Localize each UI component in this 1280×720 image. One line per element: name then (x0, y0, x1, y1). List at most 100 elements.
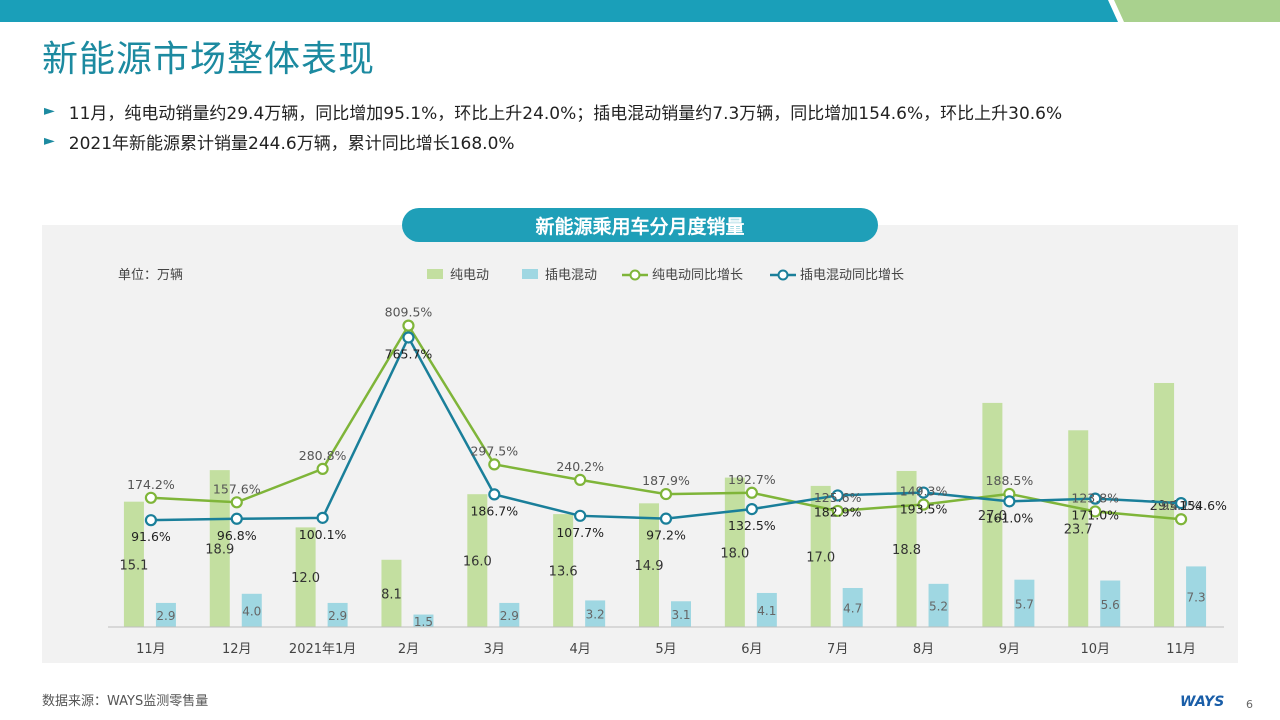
bev-growth-label: 297.5% (470, 443, 518, 458)
x-tick-label: 7月 (827, 642, 848, 657)
x-tick-label: 12月 (222, 642, 252, 657)
phev-growth-label: 132.5% (728, 518, 776, 533)
x-tick-label: 2月 (398, 642, 419, 657)
bar-label-bev: 16.0 (463, 555, 492, 570)
bar-label-phev: 5.2 (929, 599, 948, 613)
bev-growth-label: 192.7% (728, 472, 776, 487)
bar-label-phev: 2.9 (328, 609, 347, 623)
bar-label-bev: 14.9 (635, 559, 664, 574)
bar-label-phev: 3.2 (586, 608, 605, 622)
bar-phev (842, 587, 863, 627)
bev-growth-label: 280.8% (299, 448, 347, 463)
x-tick-label: 3月 (484, 642, 505, 657)
bullet-text: 2021年新能源累计销量244.6万辆，累计同比增长168.0% (68, 133, 515, 154)
bar-phev (413, 614, 434, 627)
bar-phev (499, 602, 520, 627)
bullet-list: ► 11月，纯电动销量约29.4万辆，同比增加95.1%，环比上升24.0%；插… (44, 96, 1062, 156)
bev-growth-point (488, 458, 501, 471)
bar-phev (928, 583, 949, 627)
bar-bev (810, 485, 831, 627)
bar-phev (327, 602, 348, 627)
legend-marker (629, 269, 641, 281)
bev-growth-point (1089, 505, 1102, 518)
phev-growth-label: 765.7% (385, 346, 433, 361)
triangle-bullet-icon: ► (44, 133, 55, 149)
bar-label-bev: 23.7 (1064, 523, 1093, 538)
phev-growth-label: 193.5% (900, 502, 948, 517)
phev-growth-label: 186.7% (470, 503, 518, 518)
bar-label-phev: 4.7 (843, 601, 862, 615)
bev-growth-point (745, 486, 758, 499)
chart-title: 新能源乘用车分月度销量 (402, 208, 878, 242)
phev-growth-label: 161.0% (986, 510, 1034, 525)
bev-growth-label: 149.3% (900, 484, 948, 499)
bar-label-phev: 7.3 (1187, 591, 1206, 605)
bar-label-phev: 2.9 (500, 609, 519, 623)
bar-bev (982, 402, 1003, 627)
bar-phev (1014, 579, 1035, 627)
bar-bev (295, 527, 316, 627)
bar-label-phev: 5.7 (1015, 597, 1034, 611)
phev-growth-label: 96.8% (217, 528, 257, 543)
x-tick-label: 9月 (999, 642, 1020, 657)
bullet-item: ► 2021年新能源累计销量244.6万辆，累计同比增长168.0% (44, 126, 1062, 156)
bar-phev (1186, 566, 1207, 627)
phev-growth-point (402, 331, 415, 344)
bar-bev (123, 501, 144, 627)
bev-growth-point (1174, 513, 1188, 526)
phev-growth-point (1003, 495, 1016, 508)
bev-growth-label: 240.2% (556, 459, 604, 474)
bev-growth-point (574, 473, 587, 487)
bullet-item: ► 11月，纯电动销量约29.4万辆，同比增加95.1%，环比上升24.0%；插… (44, 96, 1062, 126)
triangle-bullet-icon: ► (44, 103, 55, 119)
phev-growth-point (574, 509, 587, 522)
bar-label-phev: 2.9 (156, 609, 175, 623)
legend-label: 纯电动 (450, 268, 489, 283)
phev-growth-point (488, 488, 501, 501)
legend-label: 插电混动 (545, 268, 597, 283)
bar-phev (155, 602, 176, 627)
bar-phev (756, 592, 777, 627)
bar-bev (553, 514, 574, 627)
bar-label-phev: 3.1 (671, 608, 690, 622)
bar-label-phev: 5.6 (1101, 598, 1120, 612)
bar-phev (241, 593, 262, 627)
phev-growth-point (1174, 497, 1188, 510)
legend-swatch (427, 269, 443, 279)
bar-label-bev: 15.1 (119, 558, 148, 573)
unit-label: 单位：万辆 (118, 268, 183, 283)
bar-label-bev: 17.0 (806, 550, 835, 565)
phev-growth-point (659, 512, 673, 525)
bar-bev (1154, 382, 1175, 627)
bar-label-bev: 12.0 (291, 571, 320, 586)
legend-swatch (522, 269, 538, 279)
bar-label-bev: 13.6 (549, 565, 578, 580)
phev-growth-label: 107.7% (556, 525, 604, 540)
bar-bev (209, 470, 230, 627)
phev-growth-label: 91.6% (131, 529, 171, 544)
phev-growth-label: 171.0% (1071, 508, 1119, 523)
bev-growth-point (316, 462, 329, 476)
phev-growth-point (745, 502, 758, 516)
bar-label-phev: 4.1 (757, 604, 776, 618)
bar-label-phev: 4.0 (242, 604, 261, 618)
page-title: 新能源市场整体表现 (42, 39, 376, 80)
phev-growth-point (144, 514, 158, 527)
x-tick-label: 6月 (741, 642, 762, 657)
bev-growth-point (831, 504, 844, 518)
bev-growth-point (144, 491, 158, 504)
bev-growth-label: 174.2% (127, 477, 175, 492)
bar-label-bev: 8.1 (381, 587, 402, 602)
bar-bev (467, 494, 488, 627)
bullet-text: 11月，纯电动销量约29.4万辆，同比增加95.1%，环比上升24.0%；插电混… (68, 103, 1063, 124)
page-number: 6 (1246, 698, 1253, 711)
bev-growth-point (917, 498, 930, 511)
bar-phev (1100, 580, 1121, 627)
bev-growth-label: 188.5% (986, 473, 1034, 488)
bev-growth-point (230, 496, 243, 509)
bar-label-bev: 18.9 (205, 543, 234, 558)
legend-label: 插电混动同比增长 (800, 268, 904, 283)
bar-bev (896, 470, 917, 627)
x-tick-label: 11月 (1166, 642, 1196, 657)
